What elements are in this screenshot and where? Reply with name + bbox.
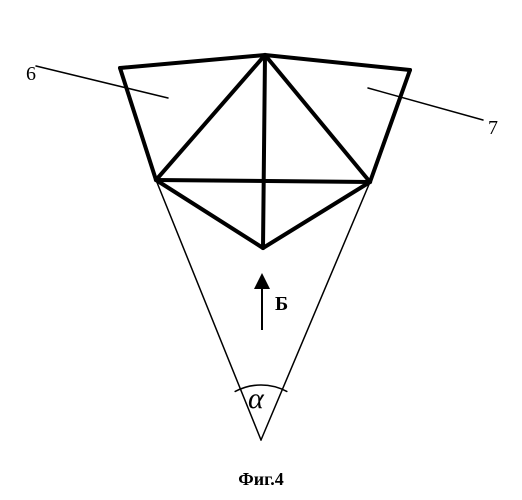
- callout-right: [368, 88, 483, 120]
- patent-figure-4: 6 7 Бα Фиг.4: [0, 0, 522, 500]
- label-7: 7: [488, 117, 498, 139]
- label-alpha: α: [248, 382, 265, 415]
- truss-edge-4: [156, 180, 263, 248]
- truss-edge-3: [370, 70, 410, 182]
- label-6: 6: [26, 63, 36, 85]
- truss-edge-5: [263, 182, 370, 248]
- truss-edge-6: [156, 55, 265, 180]
- truss-edge-1: [265, 55, 410, 70]
- truss-edge-9: [263, 55, 265, 248]
- direction-arrow-head: [254, 273, 270, 289]
- callout-left: [36, 66, 168, 98]
- truss-edge-7: [265, 55, 370, 182]
- cone-edge-0: [156, 180, 261, 440]
- truss-edge-0: [120, 55, 265, 68]
- label-b: Б: [275, 293, 288, 315]
- figure-caption: Фиг.4: [238, 469, 283, 489]
- truss-edge-2: [120, 68, 156, 180]
